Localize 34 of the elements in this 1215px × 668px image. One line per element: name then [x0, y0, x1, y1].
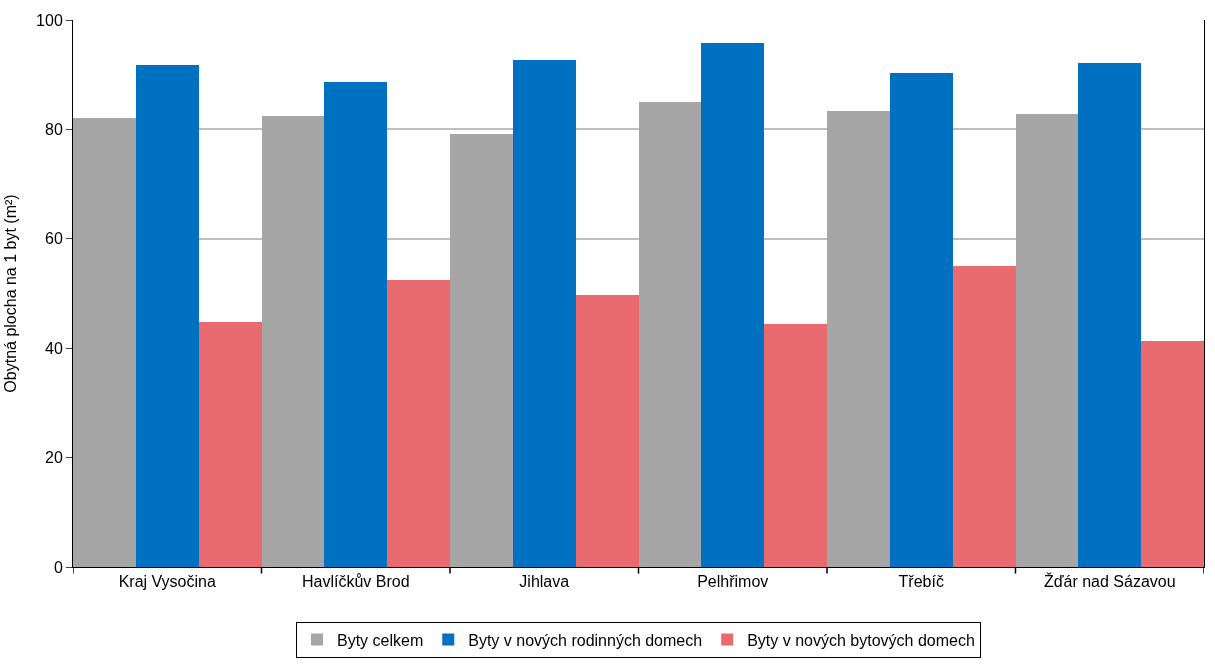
- bar: [1141, 341, 1204, 567]
- y-tick-label: 0: [53, 558, 63, 576]
- bar: [639, 102, 701, 567]
- bar: [1078, 63, 1141, 567]
- y-tick-label: 100: [36, 11, 63, 29]
- bar: [890, 73, 953, 567]
- x-tick-label: Kraj Vysočina: [118, 573, 216, 591]
- legend-label: Byty v nových bytových domech: [747, 631, 975, 649]
- x-tick-label: Jihlava: [519, 573, 570, 591]
- bar: [764, 324, 827, 567]
- x-tick-label: Havlíčkův Brod: [301, 573, 410, 591]
- bar: [576, 295, 639, 567]
- legend-label: Byty celkem: [337, 631, 424, 649]
- bar: [387, 280, 450, 567]
- bar: [73, 118, 136, 567]
- y-axis-title: Obytná plocha na 1 byt (m²): [2, 194, 19, 393]
- y-tick-label: 20: [45, 449, 63, 467]
- bar: [262, 116, 324, 567]
- bar: [450, 134, 513, 567]
- x-tick-label: Pelhřimov: [697, 573, 769, 591]
- y-tick-label: 40: [45, 339, 63, 357]
- bar: [701, 43, 764, 567]
- bar: [513, 60, 576, 567]
- bar: [953, 266, 1016, 567]
- x-tick-label: Třebíč: [898, 573, 944, 591]
- bar: [199, 322, 262, 567]
- bar: [827, 111, 890, 567]
- legend-label: Byty v nových rodinných domech: [468, 631, 703, 649]
- y-tick-label: 60: [45, 230, 63, 248]
- bar: [136, 65, 199, 567]
- bar: [1016, 114, 1078, 567]
- y-tick-label: 80: [45, 121, 63, 138]
- x-tick-label: Žďár nad Sázavou: [1043, 572, 1176, 591]
- bar: [324, 82, 387, 567]
